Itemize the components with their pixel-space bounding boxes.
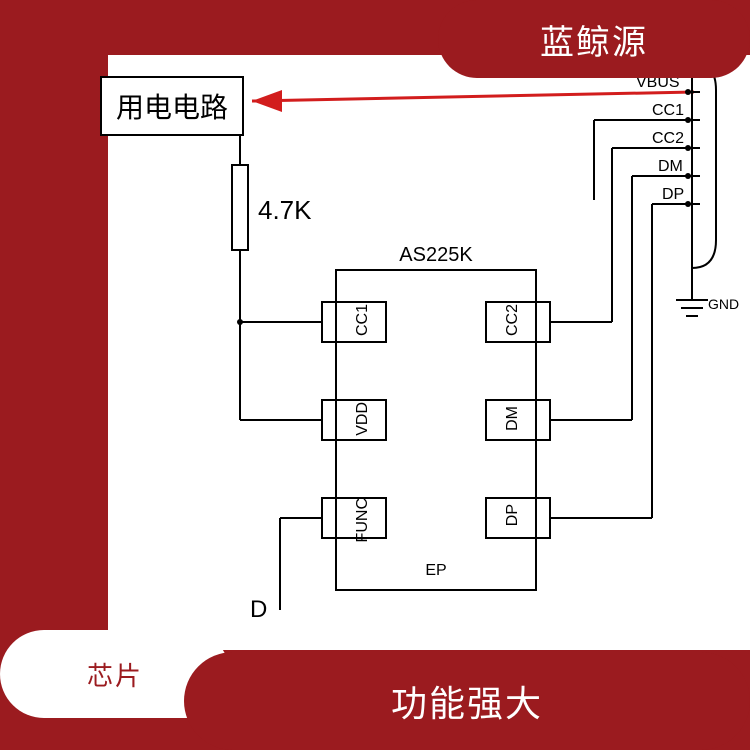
conn-cc1: CC1 <box>652 102 684 120</box>
pin-dp: DP <box>504 504 522 526</box>
pill-bottom-text: 功能强大 <box>391 675 543 727</box>
pin-func: FUNC <box>354 498 372 542</box>
pill-bottom: 功能强大 <box>184 652 750 750</box>
pin-cc2: CC2 <box>504 304 522 336</box>
chip-ep-label: EP <box>425 562 446 580</box>
conn-cc2: CC2 <box>652 130 684 148</box>
circuit-box-label: 用电电路 <box>100 76 244 136</box>
d-label: D <box>250 596 267 624</box>
conn-dm: DM <box>658 158 683 176</box>
pill-left-text: 芯片 <box>87 656 143 693</box>
pill-top-text: 蓝鲸源 <box>540 15 648 64</box>
chip-title: AS225K <box>399 244 472 267</box>
resistor-label: 4.7K <box>258 195 312 226</box>
pill-top: 蓝鲸源 <box>438 0 750 78</box>
conn-dp: DP <box>662 186 684 204</box>
pin-cc1: CC1 <box>354 304 372 336</box>
pin-vdd: VDD <box>354 402 372 436</box>
conn-gnd: GND <box>708 296 739 312</box>
pin-dm: DM <box>504 406 522 431</box>
circuit-box-text: 用电电路 <box>116 93 228 124</box>
